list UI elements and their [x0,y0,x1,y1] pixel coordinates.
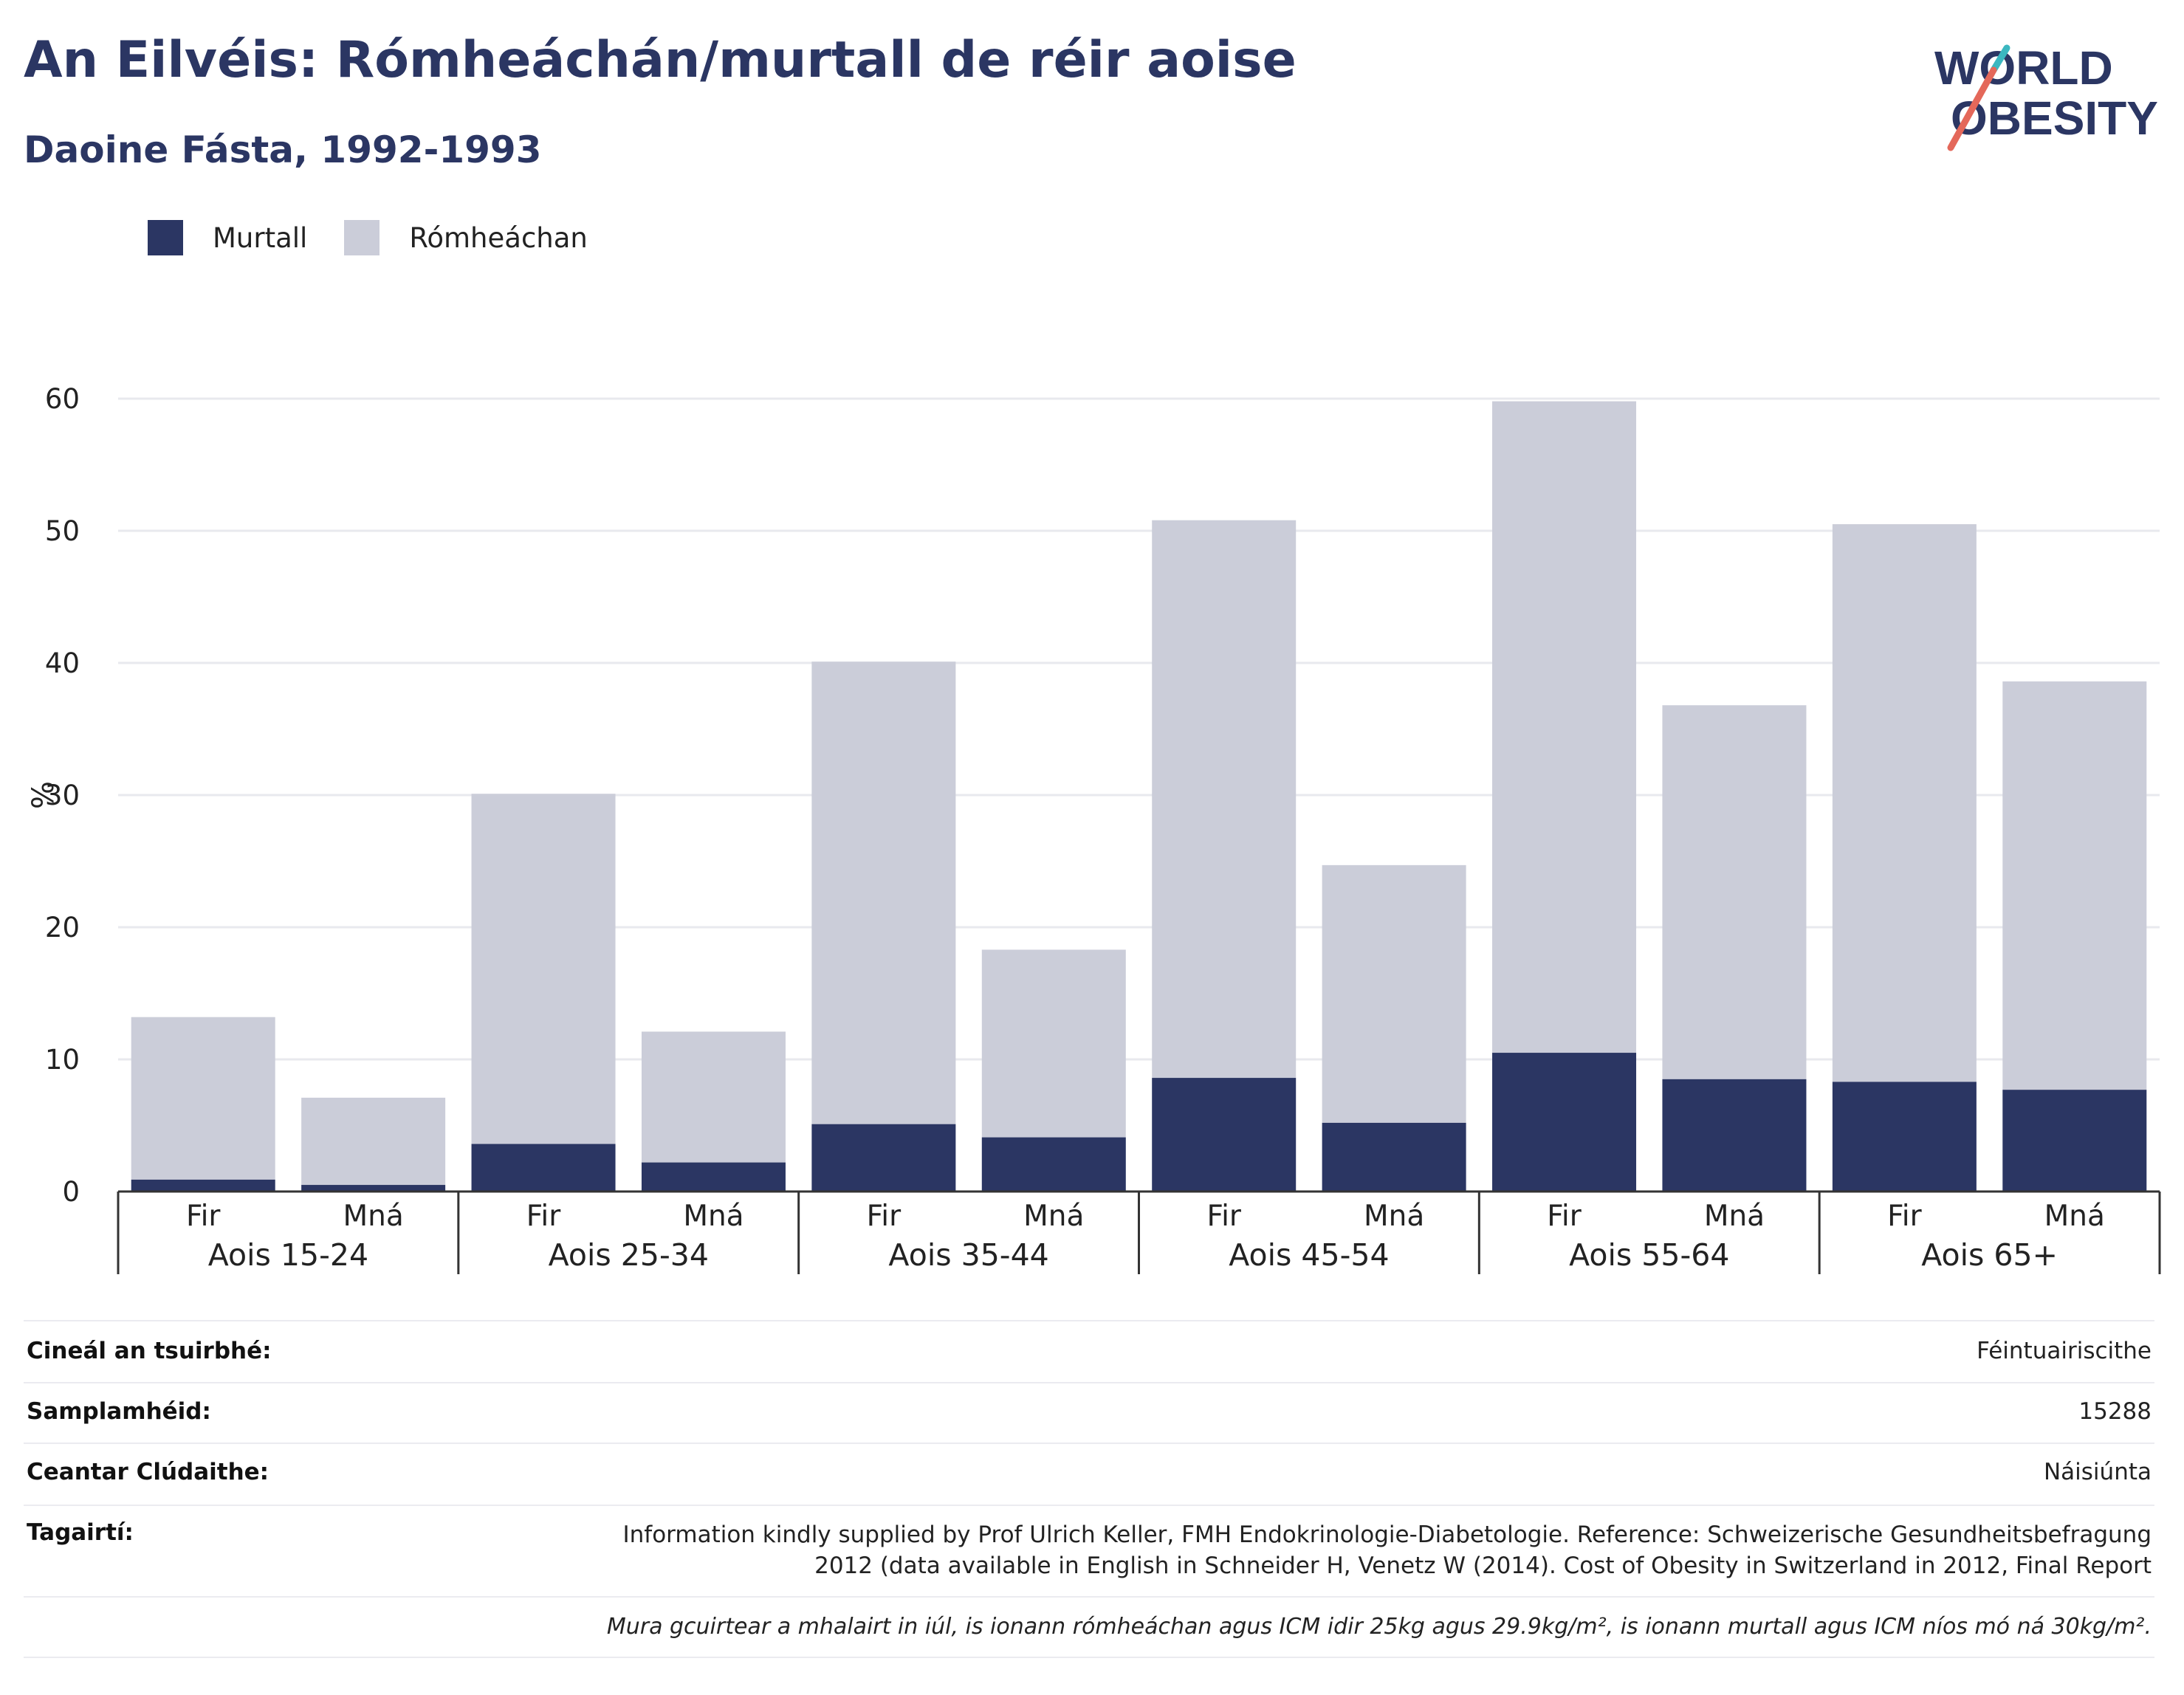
logo-line2: OBESITY [1951,92,2158,145]
info-key: Tagairtí: [27,1519,134,1546]
bar-overweight [1152,520,1297,1079]
y-tick-label: 60 [45,383,80,415]
definition-note: Mura gcuirtear a mhalairt in iúl, is ion… [606,1614,2152,1640]
logo-slash-red [1947,66,1997,151]
group-label: Aois 25-34 [549,1237,709,1273]
bar-overweight [1662,705,1807,1079]
logo-slash-teal [1990,44,2010,74]
y-tick-label: 10 [45,1044,80,1076]
bar-overweight [981,949,1126,1138]
y-axis-label: % [27,781,61,809]
x-tick-label: Fir [867,1200,902,1233]
chart-subtitle: Daoine Fásta, 1992-1993 [24,128,542,171]
bar-obese [1492,1053,1637,1192]
group-label: Aois 55-64 [1569,1237,1729,1273]
x-tick-label: Mná [1364,1200,1424,1233]
bar-obese [981,1137,1126,1192]
bar-overweight [1832,524,1977,1082]
bar-overweight [641,1031,786,1163]
x-tick-label: Mná [1023,1200,1084,1233]
group-label: Aois 35-44 [888,1237,1048,1273]
bar-obese [1322,1122,1466,1192]
legend-item-overweight: Rómheáchan [344,220,588,255]
bar-obese [2002,1090,2147,1192]
legend-label-obese: Murtall [213,221,308,254]
y-tick-label: 50 [45,515,80,547]
info-value: Náisiúnta [2043,1459,2152,1485]
x-tick-label: Mná [1704,1200,1765,1233]
info-row-sample-size: Samplamhéid: 15288 [24,1382,2154,1443]
survey-info-table: Cineál an tsuirbhé: Féintuairiscithe Sam… [24,1320,2154,1658]
y-tick-label: 30 [45,780,80,811]
info-row-survey-type: Cineál an tsuirbhé: Féintuairiscithe [24,1320,2154,1382]
group-label: Aois 15-24 [208,1237,368,1273]
y-tick-label: 0 [62,1176,80,1208]
x-tick-label: Fir [526,1200,561,1233]
bar-overweight [1492,401,1637,1053]
bar-overweight [471,794,616,1144]
group-label: Aois 65+ [1921,1237,2058,1273]
info-value: Information kindly supplied by Prof Ulri… [622,1522,2152,1579]
x-tick-label: Fir [1887,1200,1922,1233]
bar-obese [471,1144,616,1192]
x-tick-label: Mná [683,1200,744,1233]
bar-obese [811,1124,956,1192]
bar-overweight [2002,681,2147,1090]
x-tick-label: Fir [186,1200,221,1233]
bar-overweight [131,1017,275,1180]
info-key: Samplamhéid: [27,1398,211,1425]
bar-obese [1832,1082,1977,1192]
legend-swatch-overweight [344,220,380,255]
y-tick-label: 40 [45,647,80,679]
world-obesity-logo: WORLD OBESITY [1934,41,2158,151]
x-tick-label: Mná [2044,1200,2105,1233]
logo-line1: WORLD [1934,41,2113,94]
info-key: Cineál an tsuirbhé: [27,1338,272,1364]
bar-obese [1662,1079,1807,1192]
bar-overweight [301,1097,446,1186]
info-row-note: Mura gcuirtear a mhalairt in iúl, is ion… [24,1596,2154,1658]
info-value: 15288 [2078,1398,2152,1425]
x-tick-label: Mná [343,1200,403,1233]
info-value: Féintuairiscithe [1977,1338,2152,1364]
chart-title: An Eilvéis: Rómheáchán/murtall de réir a… [24,31,1297,89]
legend-label-overweight: Rómheáchan [409,221,588,254]
bar-obese [131,1179,275,1192]
stacked-bar-chart: 0 10 20 30 40 50 60% Fir Mná Fir Mná Fir Mná Fir Mná Fi… [27,383,2161,1274]
bar-obese [1152,1078,1297,1192]
info-row-area-covered: Ceantar Clúdaithe: Náisiúnta [24,1443,2154,1505]
info-row-references: Tagairtí: Information kindly supplied by… [24,1505,2154,1596]
x-tick-label: Fir [1547,1200,1582,1233]
bar-obese [301,1185,446,1192]
info-key: Ceantar Clúdaithe: [27,1459,269,1485]
y-tick-label: 20 [45,912,80,943]
bar-overweight [811,661,956,1124]
legend-item-obese: Murtall [148,220,307,255]
group-label: Aois 45-54 [1229,1237,1389,1273]
bar-obese [641,1162,786,1192]
x-tick-label: Fir [1206,1200,1241,1233]
bar-overweight [1322,864,1466,1123]
legend: Murtall Rómheáchan [148,219,625,257]
legend-swatch-obese [148,220,183,255]
